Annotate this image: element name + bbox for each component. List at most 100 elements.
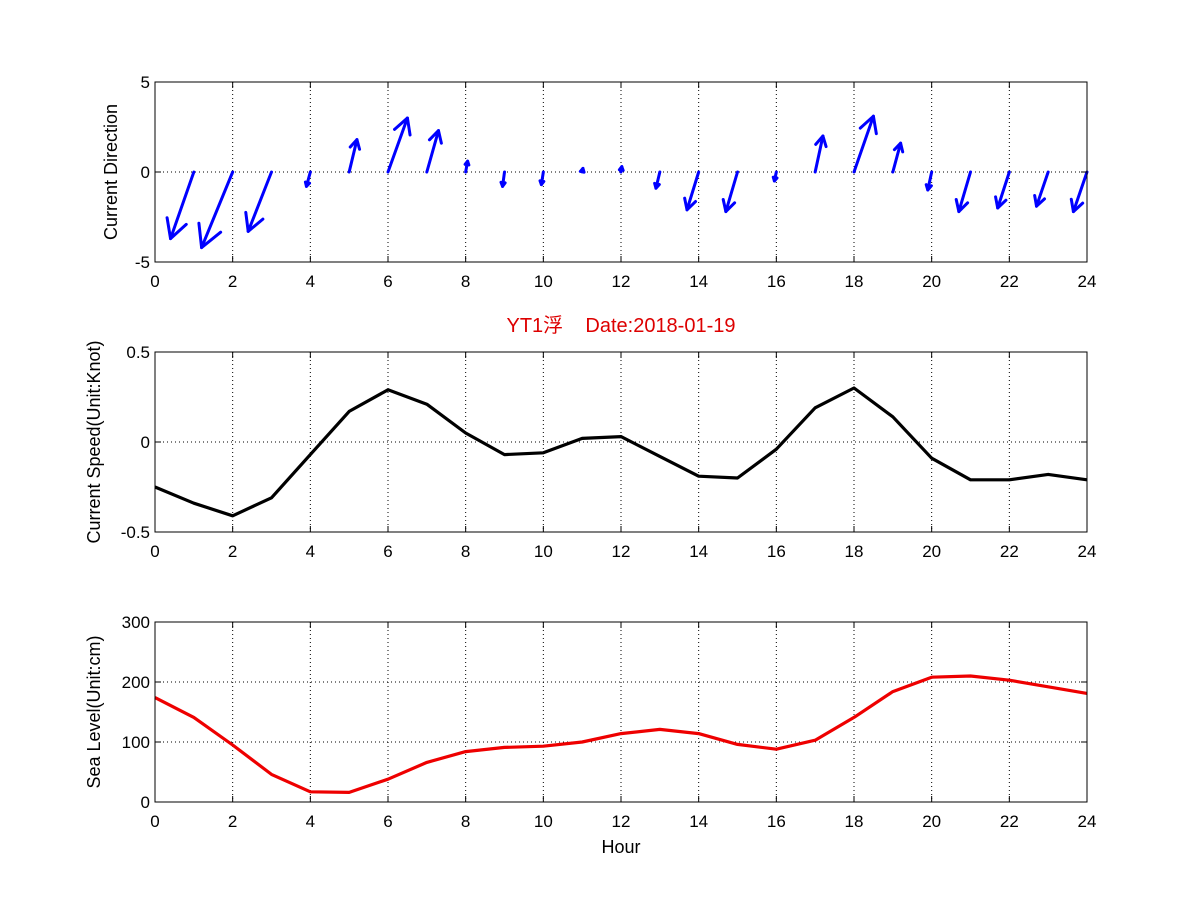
arrow-9: [538, 170, 546, 187]
arrow-14: [721, 170, 739, 214]
arrow-21: [994, 170, 1011, 210]
x-tick-label: 24: [1078, 272, 1097, 291]
series-line: [154, 674, 1088, 795]
x-tick-label: 20: [922, 272, 941, 291]
arrow-1: [197, 170, 235, 250]
arrow-8: [499, 170, 507, 188]
arrow-head: [538, 179, 546, 187]
arrow-head: [393, 116, 412, 137]
arrow-head: [244, 210, 265, 233]
x-tick-label: 16: [767, 812, 786, 831]
xlabel-hour: Hour: [601, 837, 640, 857]
x-tick-label: 18: [845, 542, 864, 561]
x-tick-label: 22: [1000, 542, 1019, 561]
x-tick-label: 0: [150, 542, 159, 561]
arrow-shaft: [813, 134, 825, 174]
x-tick-label: 10: [534, 812, 553, 831]
x-tick-label: 8: [461, 272, 470, 291]
arrow-shaft: [957, 170, 972, 214]
ylabel-current-speed: Current Speed(Unit:Knot): [84, 340, 104, 543]
x-tick-label: 14: [689, 272, 708, 291]
x-tick-label: 24: [1078, 812, 1097, 831]
arrow-head: [165, 216, 188, 241]
panel-current-speed: YT1浮 Date:2018-01-19 Current Speed(Unit:…: [84, 314, 1096, 561]
x-tick-label: 0: [150, 812, 159, 831]
chart-title: YT1浮 Date:2018-01-19: [506, 314, 735, 337]
arrow-shaft: [852, 114, 875, 174]
arrow-head: [924, 183, 933, 192]
arrow-head: [499, 180, 507, 188]
panel-sea-level: Sea Level(Unit:cm) Hour 0 2 4 6 8 10 12 14 16 18 2…: [84, 613, 1096, 857]
arrow-18: [891, 141, 905, 174]
arrow-7: [463, 159, 471, 174]
arrow-head: [858, 114, 878, 136]
x-tick-label: 2: [228, 272, 237, 291]
arrow-11: [617, 165, 625, 174]
y-tick-label: 100: [122, 733, 150, 752]
arrow-head: [954, 197, 970, 214]
arrow-6: [425, 129, 443, 174]
y-tick-label: 0: [141, 163, 150, 182]
arrow-head: [814, 134, 828, 149]
x-tick-label: 4: [306, 272, 315, 291]
x-tick-label: 4: [306, 812, 315, 831]
ylabel-sea-level: Sea Level(Unit:cm): [84, 635, 104, 788]
arrow-0: [165, 170, 196, 241]
plot-area: [155, 622, 1087, 802]
arrow-2: [244, 170, 273, 233]
x-tick-label: 12: [612, 542, 631, 561]
ylabel-current-direction: Current Direction: [101, 104, 121, 240]
arrow-head: [771, 175, 779, 183]
y-tick-label: 300: [122, 613, 150, 632]
arrow-shaft: [386, 116, 409, 174]
arrow-12: [653, 170, 662, 190]
arrow-shaft: [169, 170, 196, 241]
arrow-shaft: [200, 170, 235, 250]
arrow-head: [892, 141, 905, 154]
arrow-head: [578, 166, 586, 174]
arrow-head: [303, 180, 312, 188]
x-tick-label: 18: [845, 812, 864, 831]
series-line: [154, 386, 1088, 518]
x-tick-label: 12: [612, 812, 631, 831]
arrow-head: [1069, 197, 1085, 214]
arrow-23: [1069, 170, 1089, 214]
y-tick-label: 0: [141, 793, 150, 812]
arrow-19: [924, 170, 934, 192]
arrow-5: [386, 116, 412, 174]
arrow-head: [994, 195, 1008, 210]
y-tick-label: -5: [135, 253, 150, 272]
x-tick-label: 20: [922, 812, 941, 831]
x-tick-label: 22: [1000, 272, 1019, 291]
x-tick-label: 10: [534, 542, 553, 561]
arrow-shaft: [347, 138, 359, 174]
x-tick-label: 2: [228, 542, 237, 561]
arrow-16: [813, 134, 828, 174]
arrow-head: [617, 165, 625, 172]
arrow-head: [463, 159, 471, 167]
arrow-head: [721, 197, 737, 214]
arrow-head: [653, 181, 661, 190]
x-tick-label: 22: [1000, 812, 1019, 831]
arrow-shaft: [425, 129, 440, 174]
arrow-15: [771, 170, 779, 183]
x-tick-label: 10: [534, 272, 553, 291]
arrow-head: [348, 138, 362, 151]
x-tick-label: 16: [767, 272, 786, 291]
x-tick-label: 14: [689, 542, 708, 561]
arrow-10: [578, 166, 586, 174]
arrow-shaft: [1035, 170, 1050, 208]
arrow-shaft: [996, 170, 1011, 210]
arrow-shaft: [891, 141, 903, 174]
arrow-head: [683, 196, 698, 212]
x-tick-label: 16: [767, 542, 786, 561]
panel-current-direction: Current Direction 0 2 4 6 8 10 12 14 16 18 20 22 24-…: [101, 73, 1096, 291]
arrow-shaft: [685, 170, 701, 212]
x-tick-label: 0: [150, 272, 159, 291]
arrow-head: [427, 129, 443, 145]
y-tick-label: 5: [141, 73, 150, 92]
x-tick-label: 6: [383, 542, 392, 561]
arrow-3: [303, 170, 312, 188]
arrow-head: [197, 221, 223, 250]
